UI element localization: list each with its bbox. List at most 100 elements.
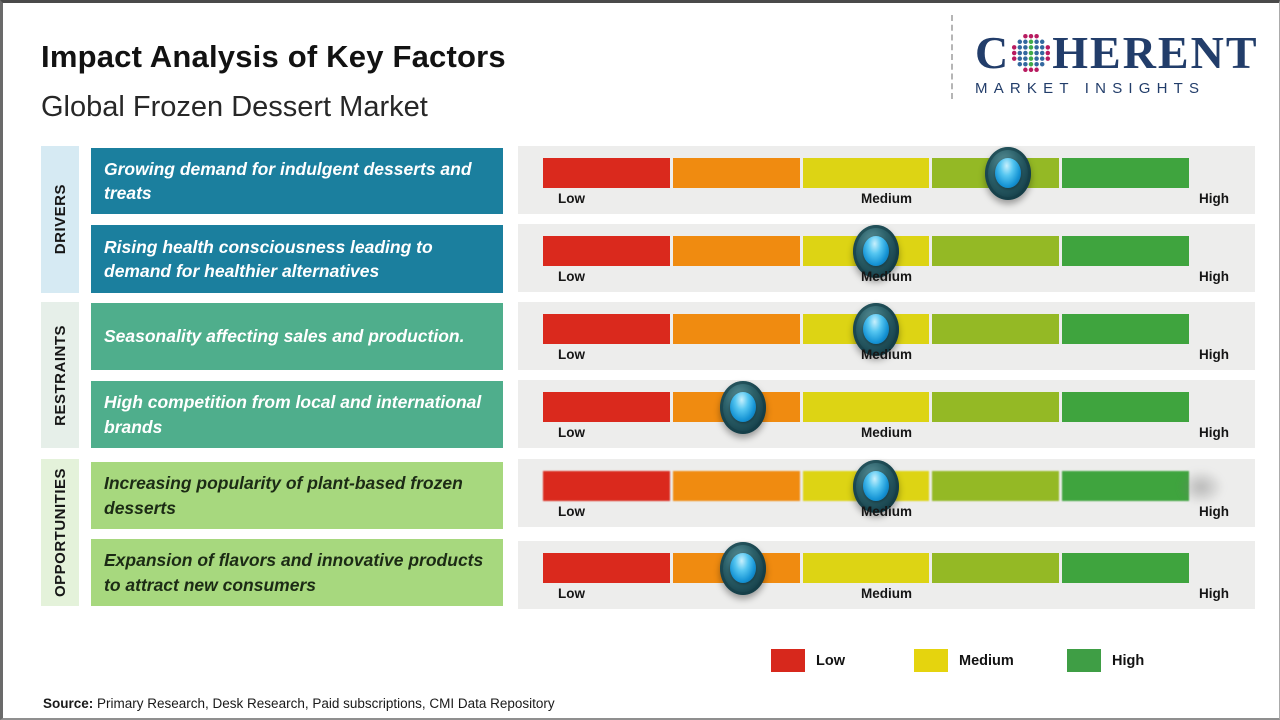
scale-label-high: High bbox=[1199, 269, 1229, 284]
logo-divider bbox=[951, 15, 953, 99]
marker-core bbox=[730, 553, 757, 583]
scale-label-high: High bbox=[1199, 191, 1229, 206]
scale-label-medium: Medium bbox=[860, 425, 912, 440]
factor-box-driver-2: Rising health consciousness leading to d… bbox=[91, 225, 503, 293]
marker-core bbox=[730, 392, 757, 422]
marker-core bbox=[995, 158, 1022, 188]
impact-gauge-row-5: Low Medium High bbox=[518, 459, 1255, 527]
scale-label-medium: Medium bbox=[860, 586, 912, 601]
impact-marker-icon bbox=[720, 542, 767, 595]
legend-item-medium: Medium bbox=[914, 649, 1014, 672]
factor-text: Rising health consciousness leading to d… bbox=[104, 236, 433, 281]
impact-marker-icon bbox=[852, 460, 899, 513]
legend-swatch-medium bbox=[914, 649, 948, 672]
marker-core bbox=[862, 471, 889, 501]
marker-core bbox=[862, 236, 889, 266]
brand-letters-rest: HERENT bbox=[1052, 27, 1259, 78]
scale-label-low: Low bbox=[558, 347, 585, 362]
brand-logo: C HERENT MARKET INSIGHTS bbox=[975, 29, 1267, 98]
gauge-segment-yellow bbox=[802, 553, 930, 583]
gauge-segment-green bbox=[1062, 314, 1189, 344]
scale-label-medium: Medium bbox=[860, 504, 912, 519]
category-strip-opportunities: OPPORTUNITIES bbox=[41, 459, 79, 606]
gauge-segment-green bbox=[1062, 392, 1189, 422]
scale-label-low: Low bbox=[558, 425, 585, 440]
gauge-segment-orange bbox=[672, 158, 800, 188]
marker-core bbox=[862, 314, 889, 344]
gauge-segment-red bbox=[543, 553, 670, 583]
legend-label-medium: Medium bbox=[959, 652, 1014, 669]
gauge-segment-red bbox=[543, 314, 670, 344]
scale-label-high: High bbox=[1199, 347, 1229, 362]
gauge-segment-olive bbox=[932, 236, 1060, 266]
gauge-bar bbox=[543, 553, 1189, 583]
source-label: Source: bbox=[43, 696, 94, 711]
gauge-segment-olive bbox=[932, 314, 1060, 344]
factor-text: High competition from local and internat… bbox=[104, 392, 482, 437]
scale-label-high: High bbox=[1199, 425, 1229, 440]
page-title: Impact Analysis of Key Factors bbox=[41, 39, 506, 74]
category-strip-restraints: RESTRAINTS bbox=[41, 302, 79, 448]
gauge-segment-olive bbox=[932, 471, 1060, 501]
gauge-segment-yellow bbox=[802, 392, 930, 422]
blur-artifact bbox=[1178, 469, 1224, 505]
page-subtitle: Global Frozen Dessert Market bbox=[41, 91, 428, 123]
factor-box-driver-1: Growing demand for indulgent desserts an… bbox=[91, 148, 503, 214]
globe-dots-icon bbox=[1012, 33, 1051, 73]
brand-letter-c: C bbox=[975, 27, 1011, 78]
gauge-bar bbox=[543, 392, 1189, 422]
gauge-segment-orange bbox=[672, 314, 800, 344]
gauge-segment-green bbox=[1062, 158, 1189, 188]
impact-gauge-row-4: Low Medium High bbox=[518, 380, 1255, 448]
legend-swatch-low bbox=[771, 649, 805, 672]
factor-text: Growing demand for indulgent desserts an… bbox=[104, 158, 472, 203]
gauge-segment-olive bbox=[932, 553, 1060, 583]
gauge-segment-green bbox=[1062, 236, 1189, 266]
gauge-segment-orange bbox=[672, 471, 800, 501]
scale-label-low: Low bbox=[558, 269, 585, 284]
impact-marker-icon bbox=[720, 381, 767, 434]
impact-gauge-row-2: Low Medium High bbox=[518, 224, 1255, 292]
gauge-bar bbox=[543, 236, 1189, 266]
factor-box-opportunity-2: Expansion of flavors and innovative prod… bbox=[91, 539, 503, 606]
factor-box-restraint-2: High competition from local and internat… bbox=[91, 381, 503, 448]
category-strip-drivers: DRIVERS bbox=[41, 146, 79, 293]
scale-label-high: High bbox=[1199, 504, 1229, 519]
brand-tagline: MARKET INSIGHTS bbox=[975, 80, 1206, 97]
gauge-segment-orange bbox=[672, 236, 800, 266]
factor-text: Expansion of flavors and innovative prod… bbox=[104, 550, 484, 595]
impact-gauge-row-1: Low Medium High bbox=[518, 146, 1255, 214]
factor-box-restraint-1: Seasonality affecting sales and producti… bbox=[91, 303, 503, 370]
category-label-restraints: RESTRAINTS bbox=[51, 324, 69, 426]
impact-gauge-row-3: Low Medium High bbox=[518, 302, 1255, 370]
scale-label-high: High bbox=[1199, 586, 1229, 601]
gauge-segment-red bbox=[543, 236, 670, 266]
impact-marker-icon bbox=[852, 303, 899, 356]
scale-label-medium: Medium bbox=[860, 269, 912, 284]
gauge-segment-green bbox=[1062, 553, 1189, 583]
factor-box-opportunity-1: Increasing popularity of plant-based fro… bbox=[91, 462, 503, 529]
scale-label-low: Low bbox=[558, 191, 585, 206]
gauge-segment-red bbox=[543, 471, 670, 501]
impact-marker-icon bbox=[852, 225, 899, 278]
category-label-drivers: DRIVERS bbox=[51, 184, 69, 255]
brand-wordmark: C HERENT bbox=[975, 29, 1267, 77]
factor-text: Seasonality affecting sales and producti… bbox=[104, 326, 465, 347]
scale-label-low: Low bbox=[558, 504, 585, 519]
factor-text: Increasing popularity of plant-based fro… bbox=[104, 473, 463, 518]
category-label-opportunities: OPPORTUNITIES bbox=[51, 467, 69, 597]
scale-label-low: Low bbox=[558, 586, 585, 601]
gauge-segment-yellow bbox=[802, 158, 930, 188]
legend-item-high: High bbox=[1067, 649, 1144, 672]
gauge-segment-olive bbox=[932, 392, 1060, 422]
legend-swatch-high bbox=[1067, 649, 1101, 672]
impact-gauge-row-6: Low Medium High bbox=[518, 541, 1255, 609]
gauge-segment-green bbox=[1062, 471, 1189, 501]
gauge-segment-red bbox=[543, 392, 670, 422]
gauge-bar bbox=[543, 158, 1189, 188]
gauge-segment-red bbox=[543, 158, 670, 188]
legend-label-high: High bbox=[1112, 652, 1145, 669]
scale-label-medium: Medium bbox=[860, 347, 912, 362]
source-text: Primary Research, Desk Research, Paid su… bbox=[93, 696, 555, 711]
